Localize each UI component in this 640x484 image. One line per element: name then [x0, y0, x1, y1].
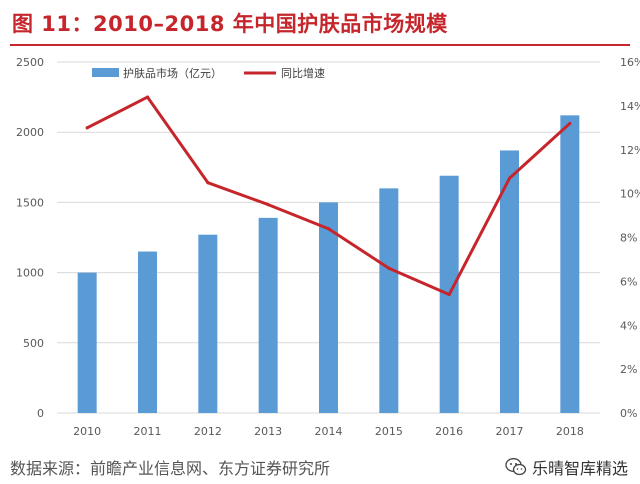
- watermark: 乐晴智库精选: [505, 455, 628, 479]
- y-left-tick-label: 1000: [16, 267, 44, 280]
- y-left-tick-label: 500: [23, 337, 44, 350]
- bar-2011: [138, 251, 157, 413]
- source-note: 数据来源：前瞻产业信息网、东方证券研究所: [10, 459, 331, 478]
- y-right-tick-label: 2%: [620, 363, 637, 376]
- y-right-tick-label: 14%: [620, 100, 640, 113]
- legend-bar-label: 护肤品市场（亿元）: [123, 66, 222, 80]
- growth-point-2015: [387, 266, 391, 270]
- bar-2010: [77, 272, 97, 413]
- wechat-icon: [505, 458, 527, 476]
- growth-point-2018: [568, 121, 572, 126]
- y-right-tick-label: 4%: [620, 319, 637, 332]
- y-right-tick-label: 12%: [620, 144, 640, 157]
- growth-point-2012: [206, 181, 210, 185]
- y-right-tick-label: 6%: [620, 275, 637, 288]
- growth-point-2011: [145, 95, 150, 99]
- growth-point-2016: [447, 292, 451, 297]
- x-tick-label: 2017: [496, 425, 524, 438]
- bar-2013: [258, 217, 278, 413]
- growth-point-2010: [85, 126, 89, 130]
- y-left-tick-label: 2500: [16, 56, 44, 69]
- bar-2012: [198, 234, 218, 413]
- x-tick-label: 2013: [254, 425, 282, 438]
- y-right-tick-label: 10%: [620, 188, 640, 201]
- y-left-tick-label: 1500: [16, 196, 44, 209]
- y-right-tick-label: 0%: [620, 407, 637, 420]
- growth-point-2013: [266, 202, 270, 207]
- growth-point-2014: [326, 227, 331, 231]
- legend-line-label: 同比增速: [281, 66, 325, 80]
- bar-2015: [379, 188, 399, 413]
- x-tick-label: 2015: [375, 425, 403, 438]
- chart-title: 图 11：2010–2018 年中国护肤品市场规模: [12, 12, 448, 36]
- x-tick-label: 2014: [315, 425, 343, 438]
- y-right-tick-label: 8%: [620, 232, 637, 245]
- bar-2014: [319, 202, 338, 413]
- watermark-text: 乐晴智库精选: [531, 459, 628, 478]
- bar-2017: [500, 150, 519, 413]
- y-left-tick-label: 0: [37, 407, 44, 420]
- x-tick-label: 2018: [556, 425, 584, 438]
- x-tick-label: 2010: [73, 425, 101, 438]
- y-right-tick-label: 16%: [620, 56, 640, 69]
- combo-chart: 0 500 1000 1500 2000 2500 0% 2% 4% 6% 8% 10% 12% 14% 1…: [16, 56, 640, 438]
- x-tick-label: 2016: [435, 425, 463, 438]
- x-tick-label: 2011: [134, 425, 162, 438]
- title-divider: [10, 44, 630, 46]
- legend-bar-swatch: [92, 68, 119, 77]
- growth-point-2017: [507, 176, 512, 180]
- bar-2018: [560, 115, 580, 414]
- x-tick-label: 2012: [194, 425, 222, 438]
- y-left-tick-label: 2000: [16, 126, 44, 139]
